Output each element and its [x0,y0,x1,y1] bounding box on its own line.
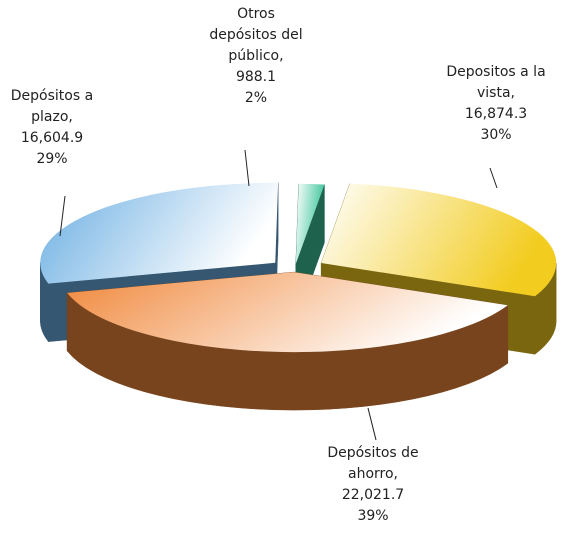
data-label: Otros depósitos del público, 988.1 2% [205,4,307,109]
data-label: Depósitos de ahorro, 22,021.7 39% [318,443,428,527]
data-label: Depositos a la vista, 16,874.3 30% [440,62,552,146]
leader-line [59,195,66,237]
percent-label: 30% [480,127,512,143]
category-label: Depositos a la vista, [446,64,546,101]
percent-label: 29% [36,151,68,167]
slice [40,182,279,284]
leader-line [244,149,250,187]
percent-label: 39% [357,508,389,524]
value-label: 988.1 [235,69,277,85]
leader-line [489,167,498,189]
value-label: 22,021.7 [341,487,405,503]
slice [321,183,557,297]
slice [67,272,508,353]
category-label: Depósitos de ahorro, [327,445,419,482]
value-label: 16,874.3 [464,106,528,122]
value-label: 16,604.9 [20,130,84,146]
leader-line [367,407,377,441]
percent-label: 2% [244,90,268,106]
category-label: Depósitos a plazo, [10,88,94,125]
category-label: Otros depósitos del público, [209,6,303,64]
data-label: Depósitos a plazo, 16,604.9 29% [2,86,102,170]
slice [295,183,325,264]
